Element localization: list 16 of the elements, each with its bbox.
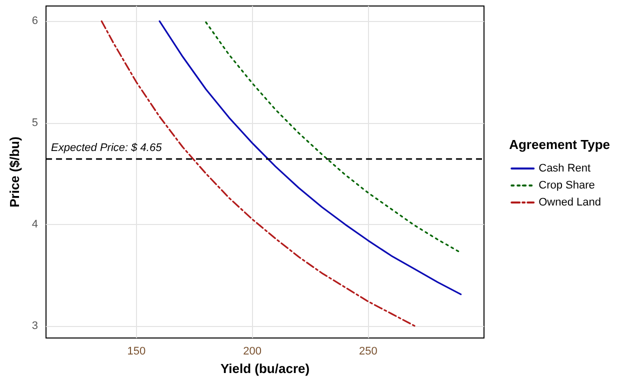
ref-line-label: Expected Price: $ 4.65 [51,142,163,154]
x-tick-label: 200 [243,346,262,358]
y-tick-label: 6 [32,15,38,28]
line-series [205,21,462,254]
legend-title: Agreement Type [509,137,610,152]
y-axis-title: Price ($/bu) [7,136,22,208]
legend-label: Owned Land [538,196,602,208]
y-tick-label: 3 [32,320,38,332]
legend-label: Crop Share [538,180,595,192]
x-axis-title: Yield (bu/acre) [220,360,310,376]
x-tick-label: 250 [358,346,378,358]
legend-label: Cash Rent [538,162,591,174]
line-series [100,20,416,327]
y-tick-label: 4 [32,218,38,230]
y-tick-label: 5 [32,116,38,129]
x-tick-label: 150 [127,346,146,358]
